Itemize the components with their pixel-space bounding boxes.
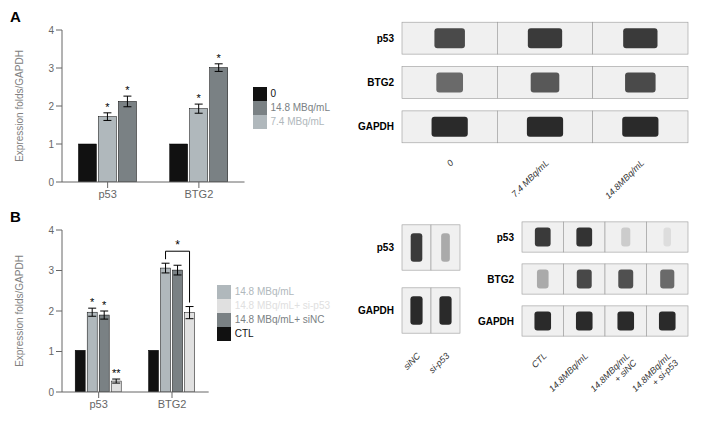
- svg-text:4: 4: [48, 25, 54, 36]
- svg-text:BTG2: BTG2: [487, 274, 514, 285]
- svg-text:Expression folds/GAPDH: Expression folds/GAPDH: [14, 50, 25, 162]
- svg-text:14.8MBq/mL+ si-p53: 14.8MBq/mL+ si-p53: [630, 351, 680, 401]
- svg-text:3: 3: [48, 265, 54, 276]
- svg-text:14.8MBq/mL: 14.8MBq/mL: [547, 351, 590, 394]
- svg-text:*: *: [102, 299, 107, 311]
- svg-text:Expression folds/GAPDH: Expression folds/GAPDH: [14, 255, 25, 367]
- html-text:14.8 MBq/mL: 14.8 MBq/mL: [270, 101, 330, 113]
- svg-text:BTG2: BTG2: [158, 398, 187, 410]
- svg-text:p53: p53: [377, 33, 395, 44]
- svg-text:*: *: [105, 101, 110, 113]
- svg-text:0: 0: [48, 387, 54, 398]
- svg-text:GAPDH: GAPDH: [358, 121, 394, 132]
- html-text:A: A: [10, 8, 21, 25]
- svg-text:CTL: CTL: [530, 351, 549, 370]
- svg-text:3: 3: [48, 63, 54, 74]
- svg-text:2: 2: [48, 101, 54, 112]
- html-text:14.8 MBq/mL+ siNC: 14.8 MBq/mL+ siNC: [234, 313, 325, 325]
- svg-text:BTG2: BTG2: [185, 188, 214, 200]
- svg-text:**: **: [112, 367, 121, 379]
- svg-text:*: *: [175, 238, 180, 252]
- svg-text:siNC: siNC: [402, 350, 423, 371]
- html-text:14.8 MBq/mL+ si-p53: 14.8 MBq/mL+ si-p53: [234, 299, 330, 311]
- svg-text:4: 4: [48, 225, 54, 236]
- svg-text:BTG2: BTG2: [367, 77, 394, 88]
- svg-text:1: 1: [48, 139, 54, 150]
- html-text:7.4 MBq/mL: 7.4 MBq/mL: [270, 115, 325, 127]
- svg-text:0: 0: [48, 177, 54, 188]
- svg-text:*: *: [197, 92, 202, 104]
- svg-text:*: *: [125, 84, 130, 96]
- svg-text:14.8MBq/mL+ siNC: 14.8MBq/mL+ siNC: [588, 350, 639, 401]
- svg-text:*: *: [217, 52, 222, 64]
- html-text:B: B: [10, 208, 21, 225]
- svg-text:p53: p53: [89, 398, 107, 410]
- svg-text:p53: p53: [497, 232, 515, 243]
- svg-text:*: *: [90, 296, 95, 308]
- html-text:0: 0: [270, 87, 277, 99]
- svg-text:7.4 MBq/mL: 7.4 MBq/mL: [509, 158, 550, 199]
- svg-text:si-p53: si-p53: [427, 351, 451, 375]
- svg-text:p53: p53: [98, 188, 116, 200]
- html-text:14.8 MBq/mL: 14.8 MBq/mL: [234, 285, 295, 297]
- html-text:CTL: CTL: [234, 327, 254, 339]
- svg-text:14.8MBq/mL: 14.8MBq/mL: [603, 158, 646, 201]
- svg-text:GAPDH: GAPDH: [358, 305, 394, 316]
- svg-text:1: 1: [48, 346, 54, 357]
- svg-text:0: 0: [445, 158, 456, 169]
- svg-text:2: 2: [48, 306, 54, 317]
- svg-text:GAPDH: GAPDH: [478, 316, 514, 327]
- svg-text:p53: p53: [377, 242, 395, 253]
